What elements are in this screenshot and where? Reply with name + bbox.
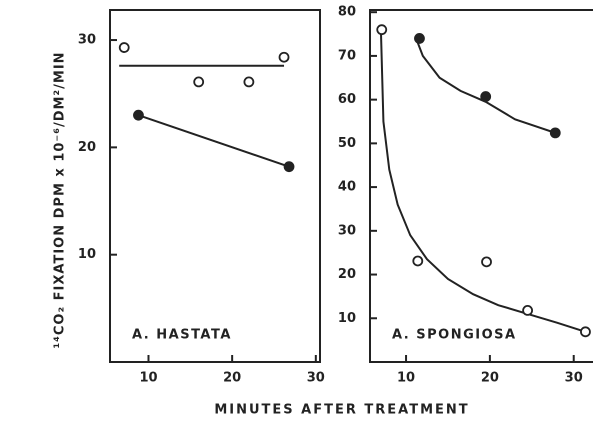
y-tick-label: 70 [338, 48, 356, 63]
panel-frame [109, 9, 321, 363]
data-point [283, 161, 295, 173]
data-point [414, 33, 425, 44]
y-tick-label: 20 [338, 267, 356, 282]
fit-line [379, 29, 586, 333]
fit-line [415, 38, 556, 134]
y-tick-label: 30 [338, 223, 356, 238]
y-tick-label: 80 [338, 5, 356, 20]
fit-line [138, 114, 290, 168]
data-point [480, 91, 492, 102]
data-point [522, 305, 534, 316]
y-axis-label: ¹⁴CO₂ FIXATION DPM x 10⁻⁶/DM²/MIN [53, 51, 68, 348]
data-point [193, 76, 205, 88]
panel-frame [369, 9, 593, 363]
data-point [278, 51, 290, 63]
y-tick-label: 10 [338, 311, 356, 326]
x-tick-label: 20 [223, 371, 241, 386]
y-tick-label: 20 [78, 140, 96, 155]
y-tick-label: 10 [78, 247, 96, 262]
x-tick-label: 10 [397, 371, 415, 386]
data-point [376, 24, 388, 36]
x-axis-label: MINUTES AFTER TREATMENT [214, 403, 469, 418]
y-tick-label: 40 [338, 180, 356, 195]
x-tick-label: 20 [481, 371, 499, 386]
data-point [118, 42, 130, 53]
data-point [481, 256, 492, 268]
data-point [133, 109, 144, 121]
data-point [412, 255, 424, 267]
y-tick-label: 50 [338, 136, 356, 151]
data-point [243, 76, 255, 88]
y-tick-label: 30 [78, 33, 96, 48]
data-point [549, 127, 561, 139]
data-point [580, 326, 591, 338]
y-tick-label: 60 [338, 92, 356, 107]
x-tick-label: 30 [307, 371, 325, 386]
x-tick-label: 30 [565, 371, 583, 386]
panel-label: A. SPONGIOSA [392, 328, 517, 343]
x-tick-label: 10 [139, 371, 157, 386]
panel-label: A. HASTATA [132, 328, 232, 343]
